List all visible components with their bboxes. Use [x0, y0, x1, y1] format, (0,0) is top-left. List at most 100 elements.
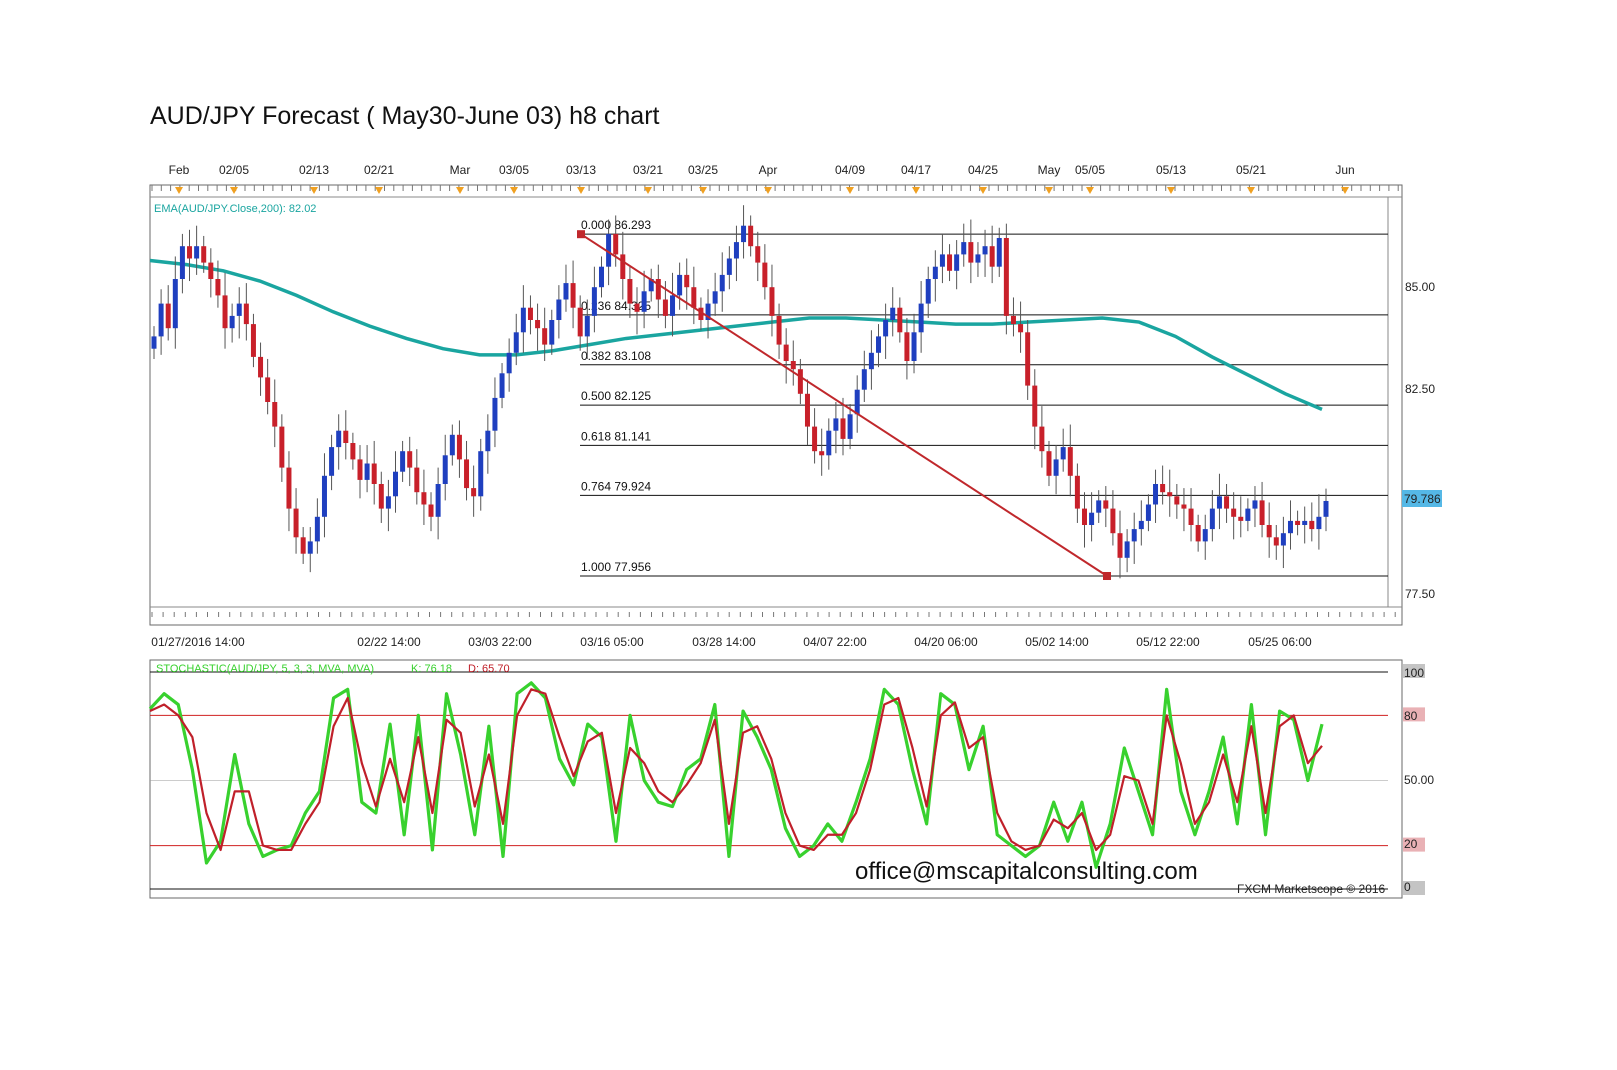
stoch-label-name: STOCHASTIC(AUD/JPY, 5, 3, 3, MVA, MVA)	[156, 663, 374, 675]
candle	[1018, 301, 1024, 353]
fib-level-label: 0.764 79.924	[581, 479, 651, 493]
bottom-axis-label: 02/22 14:00	[357, 635, 421, 649]
candle	[790, 340, 796, 386]
candle	[648, 268, 654, 302]
fib-level-label: 0.500 82.125	[581, 389, 651, 403]
candle	[520, 285, 526, 353]
candle	[563, 264, 569, 312]
top-axis-label: 05/21	[1236, 163, 1266, 177]
top-axis-label: 03/13	[566, 163, 596, 177]
top-marker-icon	[456, 187, 464, 194]
candle	[464, 440, 470, 501]
candle	[904, 317, 910, 380]
bottom-axis-label: 03/28 14:00	[692, 635, 756, 649]
stoch-axis-0: 0	[1404, 880, 1411, 894]
bottom-axis-label: 05/02 14:00	[1025, 635, 1089, 649]
top-marker-icon	[699, 187, 707, 194]
candle	[1096, 490, 1102, 523]
stoch-level-badge	[1403, 837, 1425, 852]
candle	[1259, 481, 1265, 538]
candle	[968, 219, 974, 284]
candle	[329, 434, 335, 491]
top-marker-icon	[577, 187, 585, 194]
top-marker-icon	[1086, 187, 1094, 194]
candle	[535, 303, 541, 351]
candle	[258, 342, 264, 396]
candle	[655, 264, 661, 318]
candle	[840, 397, 846, 456]
candle	[854, 375, 860, 433]
bottom-axis-label: 05/25 06:00	[1248, 635, 1312, 649]
candle	[1046, 440, 1052, 487]
stoch-lines	[148, 681, 1324, 869]
candle	[151, 326, 157, 359]
candle	[208, 248, 214, 298]
candle	[1124, 529, 1130, 573]
candle	[442, 434, 448, 501]
candle	[726, 246, 732, 290]
bottom-axis-label: 01/27/2016 14:00	[151, 635, 245, 649]
candle	[478, 438, 484, 511]
top-marker-icon	[979, 187, 987, 194]
candle	[556, 285, 562, 339]
candle	[620, 231, 626, 300]
candle	[456, 420, 462, 478]
candle	[1216, 473, 1222, 530]
candle	[677, 262, 683, 310]
candle	[918, 281, 924, 353]
candle	[1280, 516, 1286, 569]
top-axis-label: 03/05	[499, 163, 529, 177]
candle	[172, 256, 178, 349]
candle	[1110, 490, 1116, 546]
candle	[847, 404, 853, 450]
top-marker-icon	[230, 187, 238, 194]
candle	[527, 295, 533, 335]
candle	[400, 440, 406, 482]
stoch-level-badge	[1403, 881, 1425, 895]
last-price-label: 79.786	[1404, 492, 1441, 506]
candle	[932, 250, 938, 302]
candle	[1003, 223, 1009, 335]
candle	[748, 215, 754, 257]
top-axis-label: 02/05	[219, 163, 249, 177]
candle	[1195, 514, 1201, 552]
candle	[414, 449, 420, 505]
candle	[350, 432, 356, 470]
candle	[364, 445, 370, 493]
candle	[428, 492, 434, 532]
top-axis-label: 05/13	[1156, 163, 1186, 177]
candle	[1145, 494, 1151, 532]
candle	[691, 266, 697, 325]
fib-level-label: 1.000 77.956	[581, 560, 651, 574]
candle	[996, 227, 1002, 277]
top-axis-label: 03/21	[633, 163, 663, 177]
candle	[492, 377, 498, 448]
candle	[826, 418, 832, 470]
candle	[776, 303, 782, 359]
candle	[783, 328, 789, 384]
candle	[1238, 496, 1244, 538]
candle	[577, 295, 583, 351]
fib-trend	[577, 230, 1111, 581]
candle	[897, 297, 903, 343]
candle	[598, 256, 604, 298]
candle	[343, 410, 349, 460]
candle	[215, 260, 221, 308]
candle	[506, 338, 512, 392]
candle	[314, 498, 320, 554]
candle	[1273, 525, 1279, 560]
bottom-ruler-ticks	[151, 612, 1396, 617]
price-label-77-50: 77.50	[1405, 587, 1435, 601]
top-axis-label: Apr	[759, 163, 778, 177]
candle	[804, 379, 810, 446]
candle	[1209, 490, 1215, 542]
candle	[741, 205, 747, 259]
candle	[705, 289, 711, 339]
candle	[911, 313, 917, 374]
candle	[179, 233, 185, 294]
candle	[499, 363, 505, 409]
top-axis-label: 04/25	[968, 163, 998, 177]
candle	[265, 358, 271, 415]
candle	[1053, 445, 1059, 495]
candle	[755, 231, 761, 282]
